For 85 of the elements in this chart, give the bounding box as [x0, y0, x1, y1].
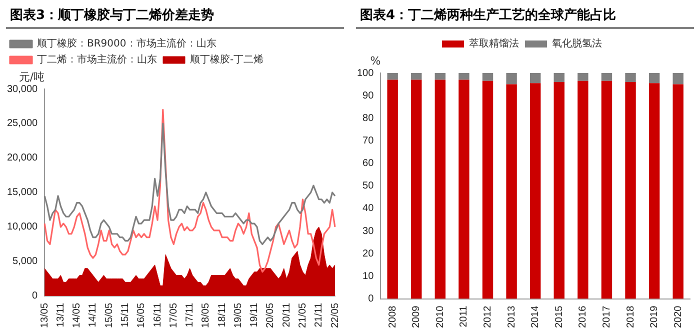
x-tick-label: 20/11 — [281, 302, 292, 328]
x-tick-label: 19/05 — [232, 302, 244, 328]
x-tick-label: 2015 — [554, 305, 565, 328]
x-tick-label: 2010 — [434, 305, 446, 328]
x-tick-label: 18/05 — [200, 302, 212, 328]
bar — [434, 80, 446, 299]
y-tick-label: 40 — [362, 203, 374, 214]
x-tick-label: 2009 — [411, 305, 422, 328]
x-tick-label: 20/05 — [265, 302, 276, 328]
y-tick-label: 0 — [368, 294, 374, 305]
bar — [578, 80, 588, 299]
x-tick-label: 13/05 — [39, 302, 50, 328]
bar — [530, 73, 541, 84]
y-tick-label: 100 — [356, 68, 374, 79]
bar — [506, 84, 517, 299]
y-tick-label: 10,000 — [6, 222, 38, 233]
bar — [601, 73, 612, 81]
x-tick-label: 2020 — [672, 305, 684, 328]
bar — [411, 80, 422, 299]
y-tick-label: 50 — [362, 180, 374, 192]
bar — [625, 73, 636, 82]
x-tick-label: 2014 — [530, 305, 542, 328]
y-axis-title: % — [370, 54, 381, 68]
bar — [672, 84, 684, 299]
x-tick-label: 14/11 — [88, 302, 99, 328]
bar — [482, 80, 494, 299]
legend-label: 氧化脱氢法 — [552, 38, 602, 50]
y-tick-label: 80 — [362, 112, 374, 124]
legend-label: 顺丁橡胶-丁二烯 — [190, 54, 264, 66]
x-tick-label: 21/05 — [297, 302, 308, 328]
y-tick-label: 30 — [362, 226, 374, 237]
x-tick-label: 15/05 — [104, 302, 115, 328]
y-tick-label: 20,000 — [6, 152, 38, 164]
y-tick-label: 15,000 — [6, 187, 38, 198]
bar — [554, 82, 564, 299]
x-tick-label: 2008 — [387, 305, 398, 328]
y-tick-label: 90 — [362, 90, 374, 102]
x-tick-label: 2013 — [506, 305, 518, 328]
x-tick-label: 14/05 — [72, 302, 83, 328]
bar — [506, 73, 517, 84]
bar — [672, 73, 684, 84]
x-tick-label: 17/05 — [168, 302, 180, 328]
x-tick-label: 17/11 — [184, 302, 196, 328]
chart-title: 图表3：顺丁橡胶与丁二烯价差走势 — [6, 0, 344, 29]
x-tick-label: 2019 — [649, 305, 660, 328]
bar — [387, 73, 398, 80]
y-tick-label: 20 — [362, 248, 374, 260]
chart-title: 图表4：丁二烯两种生产工艺的全球产能占比 — [356, 0, 694, 29]
y-axis-title: 元/吨 — [18, 70, 45, 84]
legend-label: 萃取精馏法 — [469, 38, 519, 50]
bar — [578, 73, 588, 81]
bar — [434, 73, 446, 80]
bar — [482, 73, 494, 81]
legend-label: 顺丁橡胶：BR9000：市场主流价：山东 — [37, 38, 216, 50]
bar — [387, 80, 398, 299]
y-tick-label: 30,000 — [6, 84, 38, 95]
bar — [625, 82, 636, 299]
bar — [648, 83, 660, 299]
x-tick-label: 15/11 — [120, 302, 132, 328]
y-tick-label: 10 — [362, 270, 374, 282]
legend-label: 丁二烯：市场主流价：山东 — [37, 54, 157, 66]
bar — [458, 80, 470, 299]
x-tick-label: 2017 — [601, 305, 612, 328]
bar — [458, 73, 470, 80]
bar — [530, 83, 541, 299]
x-tick-label: 18/11 — [216, 302, 228, 328]
y-tick-label: 60 — [362, 158, 374, 170]
x-tick-label: 2018 — [625, 305, 636, 328]
bar — [554, 73, 564, 82]
bar — [648, 73, 660, 84]
bar — [601, 80, 612, 299]
x-tick-label: 19/11 — [249, 302, 260, 328]
x-tick-label: 16/05 — [136, 302, 148, 328]
x-tick-label: 2012 — [482, 305, 494, 328]
x-tick-label: 2016 — [578, 305, 589, 328]
x-tick-label: 13/11 — [55, 302, 66, 328]
x-tick-label: 22/05 — [330, 302, 341, 328]
x-tick-label: 16/11 — [152, 302, 164, 328]
bar — [411, 73, 422, 80]
y-tick-label: 25,000 — [6, 118, 38, 130]
y-tick-label: 0 — [32, 290, 38, 302]
y-tick-label: 70 — [362, 135, 374, 146]
x-tick-label: 21/11 — [314, 302, 325, 328]
y-tick-label: 5,000 — [12, 256, 38, 268]
x-tick-label: 2011 — [458, 305, 470, 328]
